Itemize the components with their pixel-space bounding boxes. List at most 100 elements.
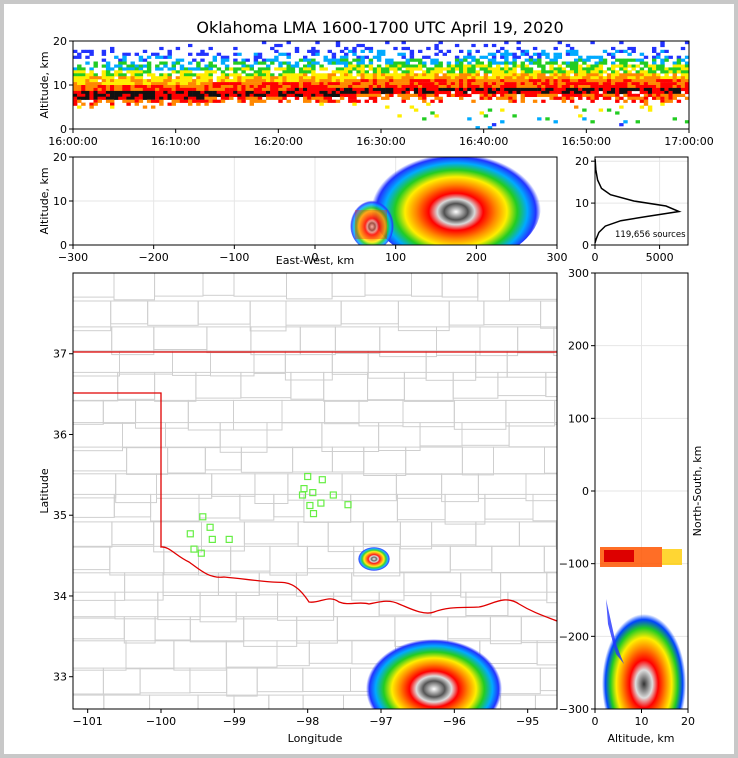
heat-cell [159, 87, 164, 92]
heat-cell [192, 73, 197, 77]
heat-cell [253, 96, 259, 100]
heat-cell [590, 55, 595, 59]
heat-cell [192, 90, 197, 95]
heat-cell [307, 76, 312, 80]
heat-cell [159, 82, 164, 86]
heat-cell [656, 79, 661, 83]
altitude-eastwest-heatmap [350, 157, 541, 245]
heat-cell [344, 46, 349, 51]
heat-cell [438, 96, 443, 100]
heat-cell [557, 64, 562, 68]
heat-cell [652, 64, 657, 68]
heat-cell [418, 85, 423, 89]
heat-cell [146, 93, 152, 97]
heat-cell [647, 67, 653, 71]
heat-cell [438, 41, 443, 45]
heat-cell [303, 85, 308, 89]
heat-cell [491, 79, 497, 83]
heat-cell [397, 93, 402, 97]
county-cell [157, 591, 201, 621]
heat-cell [582, 67, 587, 71]
heat-cell [290, 67, 296, 71]
heat-cell [126, 82, 131, 86]
heat-cell [434, 114, 439, 118]
heat-cell [344, 79, 349, 83]
heat-cell [335, 70, 341, 74]
heat-cell [249, 67, 254, 71]
heat-cell [561, 61, 567, 65]
heat-cell [471, 67, 476, 71]
heat-cell [504, 55, 509, 59]
heat-cell [237, 99, 242, 103]
heat-cell [339, 87, 345, 92]
heat-cell [586, 55, 591, 59]
heat-cell [278, 82, 283, 86]
heat-cell [619, 87, 624, 92]
heat-cell [282, 70, 287, 74]
heat-cell [142, 85, 148, 89]
heat-cell [175, 82, 181, 86]
heat-cell [389, 61, 394, 65]
heat-cell [512, 52, 517, 56]
county-cell [493, 446, 545, 475]
heat-cell [167, 102, 172, 106]
heat-cell [253, 58, 259, 62]
heat-cell [245, 58, 250, 62]
heat-cell [151, 76, 156, 80]
heat-cell [356, 85, 361, 89]
heat-cell [93, 96, 98, 100]
heat-cell [553, 58, 558, 62]
heat-cell [401, 99, 406, 103]
heat-cell [553, 93, 558, 97]
heat-cell [684, 76, 689, 80]
heat-cell [582, 61, 587, 65]
heat-cell [229, 79, 234, 83]
county-cell [73, 521, 113, 548]
heat-cell [442, 76, 447, 80]
heat-cell [192, 79, 197, 83]
heat-cell [151, 79, 156, 83]
heat-cell [569, 96, 575, 100]
heat-cell [463, 58, 468, 62]
heat-cell [368, 85, 374, 89]
heat-cell [611, 64, 616, 68]
heat-cell [504, 58, 509, 62]
heat-cell [183, 96, 189, 100]
heat-cell [196, 52, 201, 56]
heat-cell [356, 99, 361, 103]
heat-cell [553, 73, 558, 77]
heat-cell [475, 90, 480, 95]
heat-cell [155, 90, 160, 95]
heat-cell [569, 46, 575, 51]
heat-cell [668, 96, 673, 100]
heat-cell [684, 67, 689, 71]
heat-cell [446, 49, 452, 53]
heat-cell [664, 87, 669, 92]
heat-cell [582, 73, 587, 77]
heat-cell [504, 52, 509, 56]
heat-cell [561, 73, 567, 77]
heat-cell [270, 73, 275, 77]
heat-cell [311, 82, 316, 86]
heat-cell [298, 87, 304, 92]
heat-cell [130, 93, 135, 97]
heat-cell [652, 67, 657, 71]
heat-cell [664, 90, 669, 95]
heat-cell [500, 79, 505, 83]
heat-cell [409, 52, 415, 56]
heat-cell [532, 87, 538, 92]
heat-cell [467, 79, 472, 83]
heat-cell [101, 64, 107, 68]
heat-cell [270, 82, 275, 86]
heat-cell [656, 96, 661, 100]
heat-cell [483, 70, 489, 74]
heat-cell [434, 46, 439, 51]
heat-cell [500, 120, 505, 124]
county-cell [172, 350, 211, 376]
heat-cell [381, 87, 386, 92]
heat-cell [372, 93, 378, 97]
heat-cell [615, 82, 620, 86]
heat-cell [323, 67, 328, 71]
heat-cell [422, 79, 427, 83]
heat-cell [315, 93, 320, 97]
